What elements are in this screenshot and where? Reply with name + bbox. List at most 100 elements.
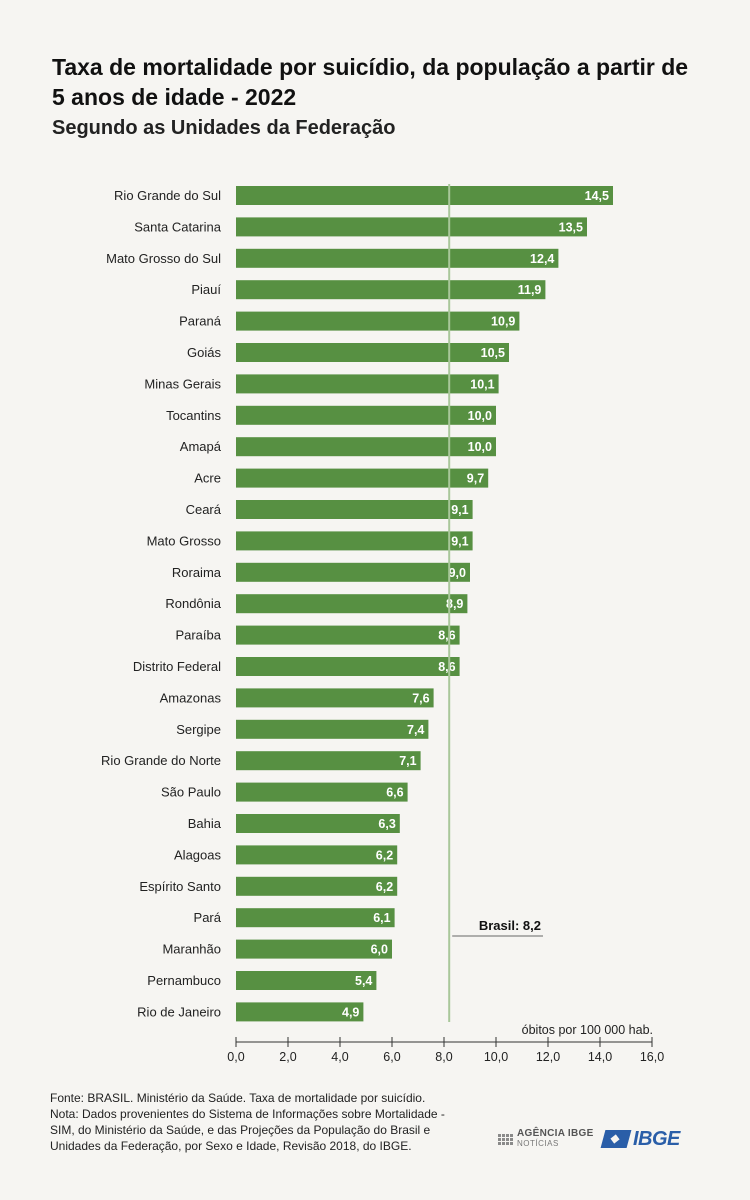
bar-value-label: 7,6: [412, 691, 429, 705]
source-text: Fonte: BRASIL. Ministério da Saúde. Taxa…: [50, 1091, 426, 1105]
category-label: Goiás: [187, 345, 221, 360]
bar: [236, 468, 489, 488]
x-tick-label: 6,0: [383, 1050, 400, 1064]
bar: [236, 908, 395, 928]
category-label: Amazonas: [160, 690, 222, 705]
bar-value-label: 6,6: [386, 786, 403, 800]
bar: [236, 217, 587, 237]
bar-value-label: 13,5: [559, 220, 583, 234]
bar: [236, 248, 559, 268]
bar-value-label: 11,9: [518, 283, 542, 297]
category-label: Rio Grande do Norte: [101, 753, 221, 768]
bar-value-label: 10,0: [468, 440, 492, 454]
agencia-mark-icon: [498, 1133, 513, 1145]
x-tick-label: 16,0: [640, 1050, 664, 1064]
category-label: Tocantins: [166, 408, 221, 423]
bar-value-label: 7,4: [407, 723, 424, 737]
category-label: Maranhão: [162, 942, 221, 957]
x-tick-label: 12,0: [536, 1050, 560, 1064]
bar: [236, 594, 468, 614]
bar: [236, 845, 398, 865]
bar-value-label: 9,1: [451, 503, 468, 517]
category-label: Amapá: [180, 439, 222, 454]
category-label: Paraíba: [175, 628, 221, 643]
x-tick-label: 0,0: [227, 1050, 244, 1064]
x-axis-label: óbitos por 100 000 hab.: [522, 1023, 653, 1037]
bar: [236, 280, 546, 300]
bar-value-label: 6,3: [378, 817, 395, 831]
bar: [236, 500, 473, 519]
bar: [236, 531, 473, 551]
x-tick-label: 10,0: [484, 1050, 508, 1064]
brasil-reference-label: Brasil: 8,2: [479, 918, 541, 933]
category-label: Alagoas: [174, 847, 221, 862]
bar: [236, 876, 398, 896]
x-tick-label: 4,0: [331, 1050, 348, 1064]
bar: [236, 814, 400, 833]
bar-value-label: 8,6: [438, 629, 455, 643]
bar: [236, 374, 499, 394]
category-label: Pernambuco: [147, 973, 221, 988]
bar: [236, 1002, 364, 1022]
category-label: Minas Gerais: [144, 376, 221, 391]
agencia-ibge-logo: AGÊNCIA IBGE NOTÍCIAS: [498, 1126, 594, 1152]
bar: [236, 939, 392, 959]
bar-value-label: 8,9: [446, 597, 463, 611]
category-label: Roraima: [172, 565, 222, 580]
bar-value-label: 6,0: [371, 943, 388, 957]
bar-value-label: 10,9: [491, 315, 515, 329]
category-label: Espírito Santo: [139, 879, 221, 894]
category-label: Mato Grosso: [147, 533, 221, 548]
bar-value-label: 4,9: [342, 1005, 359, 1019]
category-label: Rondônia: [165, 596, 221, 611]
category-label: Paraná: [179, 314, 222, 329]
category-label: Acre: [194, 471, 221, 486]
x-axis: 0,0 2,0 4,0 6,0 8,0 10,0 12,0 14,0 16,0: [227, 1037, 664, 1064]
bar-value-label: 12,4: [530, 252, 554, 266]
bar: [236, 562, 470, 582]
bar-value-label: 10,5: [481, 346, 505, 360]
note-text: Nota: Dados provenientes do Sistema de I…: [50, 1107, 445, 1153]
bar: [236, 719, 429, 739]
bar-value-label: 6,2: [376, 880, 393, 894]
bar-chart: Rio Grande do Sul 14,5 Santa Catarina 13,5 M…: [101, 184, 664, 1064]
bar: [236, 751, 421, 771]
bar: [236, 186, 613, 205]
x-tick-label: 8,0: [435, 1050, 452, 1064]
bar: [236, 311, 520, 331]
category-label: Distrito Federal: [133, 659, 221, 674]
ibge-logo: IBGE: [600, 1126, 680, 1152]
category-label: Santa Catarina: [134, 219, 221, 234]
bar: [236, 688, 434, 708]
footer: Fonte: BRASIL. Ministério da Saúde. Taxa…: [50, 1090, 450, 1154]
bar-value-label: 8,6: [438, 660, 455, 674]
agencia-logo-subtext: NOTÍCIAS: [517, 1139, 559, 1148]
bar-value-label: 7,1: [399, 754, 416, 768]
bar-value-label: 6,1: [373, 911, 390, 925]
category-label: São Paulo: [161, 785, 221, 800]
category-label: Rio Grande do Sul: [114, 188, 221, 203]
x-tick-label: 14,0: [588, 1050, 612, 1064]
bar-value-label: 5,4: [355, 974, 372, 988]
bar-value-label: 10,0: [468, 409, 492, 423]
category-label: Mato Grosso do Sul: [106, 251, 221, 266]
bar: [236, 625, 460, 645]
bar-value-label: 6,2: [376, 848, 393, 862]
category-label: Rio de Janeiro: [137, 1004, 221, 1019]
bar: [236, 405, 496, 425]
bars-layer: Rio Grande do Sul 14,5 Santa Catarina 13,5 M…: [101, 186, 613, 1022]
bar-value-label: 9,1: [451, 534, 468, 548]
bar: [236, 782, 408, 802]
category-label: Piauí: [191, 282, 221, 297]
ibge-logo-text: IBGE: [633, 1127, 680, 1150]
ibge-logo-icon: [600, 1130, 632, 1148]
agencia-logo-text: AGÊNCIA IBGE: [517, 1128, 594, 1139]
category-label: Sergipe: [176, 722, 221, 737]
bar-value-label: 9,0: [449, 566, 466, 580]
bar-value-label: 9,7: [467, 472, 484, 486]
chart-title: Taxa de mortalidade por suicídio, da pop…: [52, 54, 689, 110]
x-tick-label: 2,0: [279, 1050, 296, 1064]
bar: [236, 657, 460, 676]
bar: [236, 437, 496, 457]
bar-value-label: 14,5: [585, 189, 609, 203]
